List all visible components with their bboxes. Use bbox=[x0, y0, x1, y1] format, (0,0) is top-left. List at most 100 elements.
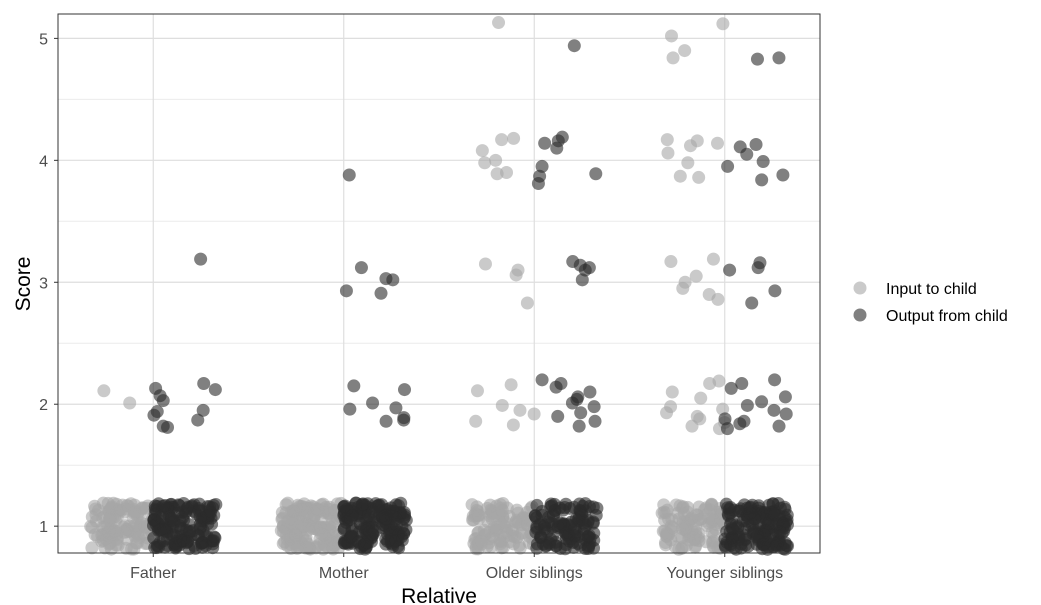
point-input bbox=[504, 378, 518, 392]
point-output bbox=[572, 419, 586, 433]
point-output bbox=[208, 383, 222, 397]
legend-key-output bbox=[853, 308, 867, 322]
point-input bbox=[678, 44, 692, 58]
point-output bbox=[397, 413, 411, 427]
point-input bbox=[683, 139, 697, 153]
point-output bbox=[535, 373, 549, 387]
point-input bbox=[659, 538, 673, 552]
point-output bbox=[770, 539, 784, 553]
x-tick-label: Younger siblings bbox=[666, 565, 783, 582]
point-input bbox=[527, 407, 541, 421]
y-axis-title: Score bbox=[12, 257, 35, 312]
point-output bbox=[361, 509, 375, 523]
point-output bbox=[535, 159, 549, 173]
point-input bbox=[705, 499, 719, 513]
point-output bbox=[724, 381, 738, 395]
point-output bbox=[589, 167, 603, 181]
point-input bbox=[689, 269, 703, 283]
point-output bbox=[379, 414, 393, 428]
point-output bbox=[156, 511, 170, 525]
point-output bbox=[147, 408, 161, 422]
point-output bbox=[743, 506, 757, 520]
point-output bbox=[337, 500, 351, 514]
point-input bbox=[97, 521, 111, 535]
point-input bbox=[681, 156, 695, 170]
point-input bbox=[676, 281, 690, 295]
point-input bbox=[302, 541, 316, 555]
point-output bbox=[588, 414, 602, 428]
point-output bbox=[366, 396, 380, 410]
plot-border bbox=[57, 13, 821, 554]
data-points bbox=[84, 16, 795, 556]
point-output bbox=[721, 501, 735, 515]
point-input bbox=[97, 384, 111, 398]
point-output bbox=[579, 519, 593, 532]
grid-major bbox=[58, 14, 820, 553]
point-input bbox=[664, 29, 678, 43]
point-output bbox=[549, 380, 563, 394]
point-output bbox=[337, 522, 351, 536]
point-output bbox=[395, 533, 409, 547]
point-input bbox=[666, 51, 680, 65]
point-input bbox=[682, 533, 696, 547]
y-tick-label: 5 bbox=[39, 31, 48, 48]
point-output bbox=[766, 506, 780, 520]
point-input bbox=[520, 296, 534, 310]
point-input bbox=[692, 170, 706, 184]
point-input bbox=[507, 530, 521, 544]
point-output bbox=[169, 537, 183, 551]
point-output bbox=[590, 501, 604, 515]
point-output bbox=[565, 396, 579, 410]
point-output bbox=[538, 522, 552, 536]
point-input bbox=[664, 255, 678, 269]
point-output bbox=[398, 383, 412, 397]
legend: Input to child Output from child bbox=[853, 281, 1008, 325]
point-output bbox=[342, 168, 356, 182]
point-output bbox=[776, 168, 790, 182]
point-input bbox=[281, 514, 295, 528]
point-input bbox=[104, 501, 118, 515]
point-output bbox=[530, 498, 544, 512]
point-input bbox=[295, 503, 309, 517]
point-output bbox=[370, 499, 384, 513]
point-output bbox=[772, 419, 786, 433]
point-input bbox=[289, 529, 303, 543]
point-output bbox=[751, 261, 765, 275]
point-output bbox=[578, 263, 592, 277]
point-input bbox=[480, 501, 494, 515]
point-input bbox=[290, 541, 304, 555]
point-output bbox=[750, 527, 764, 541]
point-output bbox=[768, 284, 782, 298]
point-output bbox=[755, 173, 769, 187]
point-output bbox=[202, 508, 216, 522]
point-output bbox=[192, 497, 206, 511]
point-output bbox=[191, 413, 205, 427]
y-tick-label: 4 bbox=[39, 153, 48, 170]
point-input bbox=[490, 167, 504, 181]
point-input bbox=[475, 144, 489, 158]
point-input bbox=[485, 512, 499, 526]
point-output bbox=[544, 497, 558, 511]
point-input bbox=[660, 503, 674, 517]
point-output bbox=[725, 521, 739, 535]
point-output bbox=[197, 377, 211, 390]
point-output bbox=[587, 400, 601, 414]
point-output bbox=[148, 541, 162, 555]
point-output bbox=[556, 503, 570, 517]
legend-label-output: Output from child bbox=[886, 308, 1008, 325]
point-output bbox=[550, 141, 564, 155]
point-input bbox=[478, 156, 492, 170]
point-output bbox=[738, 532, 752, 546]
point-input bbox=[673, 169, 687, 183]
point-output bbox=[539, 539, 553, 553]
y-axis: 1 2 3 4 5 bbox=[39, 31, 58, 536]
point-output bbox=[723, 263, 737, 277]
point-output bbox=[779, 407, 793, 421]
point-output bbox=[587, 541, 601, 555]
point-output bbox=[389, 498, 403, 512]
point-output bbox=[196, 403, 210, 417]
point-output bbox=[374, 286, 388, 300]
point-output bbox=[386, 273, 400, 287]
point-output bbox=[157, 523, 171, 537]
y-tick-label: 1 bbox=[39, 519, 48, 536]
